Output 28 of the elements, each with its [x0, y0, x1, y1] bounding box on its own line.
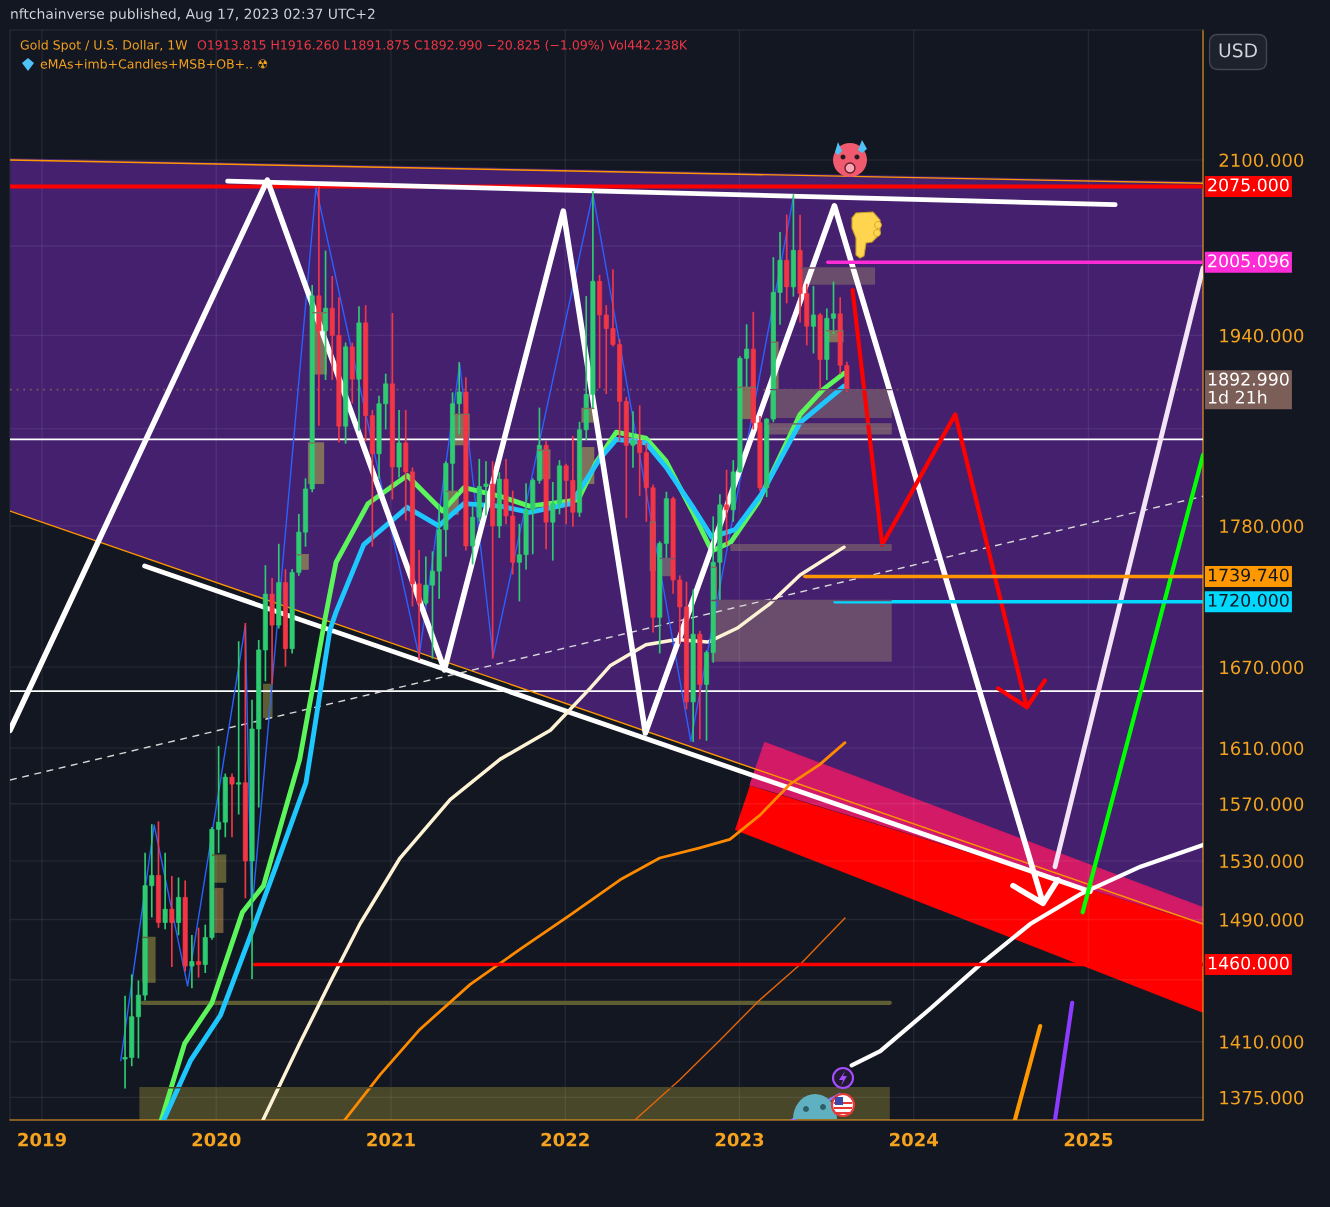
x-tick-label: 2025	[1064, 1132, 1113, 1147]
y-tick-label: 1490.000	[1220, 913, 1304, 927]
x-tick-label: 2024	[890, 1132, 938, 1147]
text: O1913.815 H1916.260 L1891.875 C1892.990 −20.825 (−1.09%) Vol442.238K	[197, 39, 688, 52]
text: nftchainverse published, Aug 17, 2023 02:37 UTC+2	[11, 8, 375, 22]
ref-line-label: 2075.000	[1208, 178, 1289, 192]
x-tick-label: 2023	[715, 1132, 764, 1147]
y-tick-label: 1530.000	[1220, 854, 1304, 869]
x-tick-label: 2022	[541, 1132, 589, 1147]
ref-line-label: 1892.990 1d 21h	[1208, 372, 1289, 404]
y-axis-title: USD	[1219, 43, 1257, 58]
y-tick-label: 1670.000	[1220, 660, 1304, 675]
y-tick-label: 1610.000	[1220, 741, 1304, 756]
x-tick-label: 2019	[18, 1132, 66, 1147]
y-tick-label: 2100.000	[1219, 153, 1304, 168]
series-label: 1739.740	[1208, 568, 1289, 582]
series-label: 1720.000	[1208, 593, 1289, 607]
x-tick-label: 2021	[367, 1132, 415, 1147]
annotation: eMAs+imb+Candles+MSB+OB+.. ☢	[40, 58, 268, 69]
y-tick-label: 1570.000	[1220, 797, 1304, 811]
series-label: 2005.096	[1208, 254, 1289, 268]
y-tick-label: 1375.000	[1220, 1090, 1304, 1105]
y-tick-label: 1410.000	[1220, 1035, 1304, 1049]
y-tick-label: 1780.000	[1220, 519, 1304, 534]
series-label: 1460.000	[1208, 956, 1289, 970]
y-tick-label: 1940.000	[1220, 328, 1304, 343]
text: Gold Spot / U.S. Dollar, 1W	[20, 39, 188, 53]
x-tick-label: 2020	[192, 1132, 241, 1147]
